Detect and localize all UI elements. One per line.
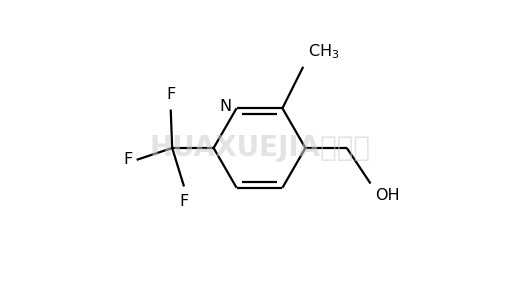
Text: CH$_3$: CH$_3$	[308, 42, 339, 61]
Text: N: N	[219, 99, 231, 114]
Text: HUAXUEJIA化学加: HUAXUEJIA化学加	[149, 134, 370, 162]
Text: F: F	[123, 152, 132, 167]
Text: OH: OH	[375, 188, 400, 203]
Text: F: F	[166, 87, 175, 102]
Text: F: F	[180, 194, 188, 209]
